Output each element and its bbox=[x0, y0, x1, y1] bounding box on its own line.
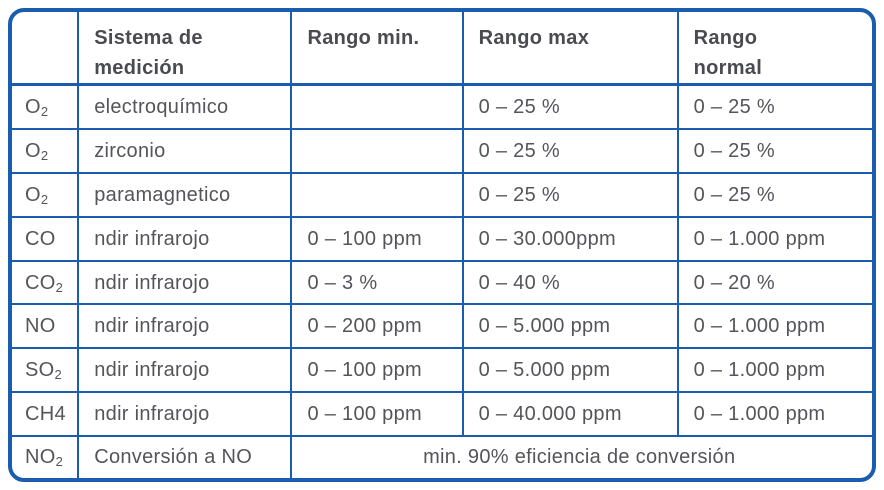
sistema-cell: ndir infrarojo bbox=[77, 215, 293, 262]
gas-subscript: 2 bbox=[55, 454, 64, 470]
table-row: O2 electroquímico 0 – 25 % 0 – 25 % bbox=[12, 83, 872, 131]
header-row: Sistema de medición Rango min. Rango max… bbox=[12, 12, 872, 86]
gas-label: NO bbox=[25, 315, 56, 338]
rango-normal-cell: 0 – 25 % bbox=[676, 128, 872, 174]
gas-subscript: 2 bbox=[54, 367, 63, 383]
sistema-cell: ndir infrarojo bbox=[77, 347, 293, 394]
rango-max-cell: 0 – 40.000 ppm bbox=[461, 391, 679, 437]
sistema-cell: paramagnetico bbox=[77, 171, 293, 218]
sistema-cell: ndir infrarojo bbox=[77, 391, 293, 437]
gas-label: SO bbox=[25, 359, 55, 382]
rango-min-cell: 0 – 200 ppm bbox=[290, 303, 464, 350]
gas-subscript: 2 bbox=[40, 104, 49, 120]
sistema-cell: electroquímico bbox=[77, 83, 293, 131]
header-rango-normal: Rango normal bbox=[676, 12, 872, 86]
rango-max-cell: 0 – 25 % bbox=[461, 83, 679, 131]
gas-subscript: 2 bbox=[40, 148, 49, 164]
rango-normal-cell: 0 – 20 % bbox=[676, 259, 872, 306]
rango-max-cell: 0 – 40 % bbox=[461, 259, 679, 306]
rango-max-cell: 0 – 25 % bbox=[461, 171, 679, 218]
table-row: CO ndir infrarojo 0 – 100 ppm 0 – 30.000… bbox=[12, 215, 872, 262]
rango-max-cell: 0 – 25 % bbox=[461, 128, 679, 174]
rango-max-cell: 0 – 5.000 ppm bbox=[461, 347, 679, 394]
gas-cell: O2 bbox=[12, 83, 80, 131]
rango-min-cell bbox=[290, 128, 464, 174]
sistema-cell: ndir infrarojo bbox=[77, 303, 293, 350]
rango-normal-cell: 0 – 1.000 ppm bbox=[676, 347, 872, 394]
sistema-cell: ndir infrarojo bbox=[77, 259, 293, 306]
rango-normal-cell: 0 – 25 % bbox=[676, 171, 872, 218]
gas-label: CH4 bbox=[25, 402, 66, 425]
header-rango-min: Rango min. bbox=[290, 12, 464, 86]
table-row: SO2 ndir infrarojo 0 – 100 ppm 0 – 5.000… bbox=[12, 347, 872, 394]
gas-label: NO bbox=[25, 446, 56, 469]
header-sistema-medicion: Sistema de medición bbox=[77, 12, 293, 86]
measurement-ranges-table: Sistema de medición Rango min. Rango max… bbox=[12, 12, 872, 478]
table-row: O2 zirconio 0 – 25 % 0 – 25 % bbox=[12, 128, 872, 174]
gas-label: O bbox=[25, 140, 41, 163]
gas-cell: CH4 bbox=[12, 391, 80, 437]
rango-normal-cell: 0 – 25 % bbox=[676, 83, 872, 131]
gas-cell: O2 bbox=[12, 171, 80, 218]
rango-min-cell: 0 – 100 ppm bbox=[290, 215, 464, 262]
gas-cell: NO2 bbox=[12, 434, 80, 478]
gas-cell: CO2 bbox=[12, 259, 80, 306]
gas-cell: NO bbox=[12, 303, 80, 350]
sistema-cell: zirconio bbox=[77, 128, 293, 174]
rango-min-cell: 0 – 100 ppm bbox=[290, 391, 464, 437]
gas-cell: SO2 bbox=[12, 347, 80, 394]
gas-measurement-table: Sistema de medición Rango min. Rango max… bbox=[8, 8, 876, 482]
rango-min-cell: 0 – 3 % bbox=[290, 259, 464, 306]
gas-subscript: 2 bbox=[55, 279, 64, 295]
rango-normal-cell: 0 – 1.000 ppm bbox=[676, 215, 872, 262]
gas-label: CO bbox=[25, 271, 56, 294]
rango-min-cell: 0 – 100 ppm bbox=[290, 347, 464, 394]
rango-normal-cell: 0 – 1.000 ppm bbox=[676, 391, 872, 437]
header-rango-max: Rango max bbox=[461, 12, 679, 86]
header-gas bbox=[12, 12, 80, 86]
gas-label: O bbox=[25, 183, 41, 206]
conversion-note-cell: min. 90% eficiencia de conversión bbox=[290, 434, 872, 478]
gas-cell: O2 bbox=[12, 128, 80, 174]
rango-normal-cell: 0 – 1.000 ppm bbox=[676, 303, 872, 350]
table-row: NO2 Conversión a NO min. 90% eficiencia … bbox=[12, 434, 872, 478]
rango-min-cell bbox=[290, 171, 464, 218]
rango-max-cell: 0 – 5.000 ppm bbox=[461, 303, 679, 350]
table-row: CO2 ndir infrarojo 0 – 3 % 0 – 40 % 0 – … bbox=[12, 259, 872, 306]
table-row: NO ndir infrarojo 0 – 200 ppm 0 – 5.000 … bbox=[12, 303, 872, 350]
rango-max-cell: 0 – 30.000ppm bbox=[461, 215, 679, 262]
gas-subscript: 2 bbox=[40, 191, 49, 207]
rango-min-cell bbox=[290, 83, 464, 131]
gas-label: O bbox=[25, 96, 41, 119]
gas-label: CO bbox=[25, 227, 56, 250]
table-row: O2 paramagnetico 0 – 25 % 0 – 25 % bbox=[12, 171, 872, 218]
table-row: CH4 ndir infrarojo 0 – 100 ppm 0 – 40.00… bbox=[12, 391, 872, 437]
gas-cell: CO bbox=[12, 215, 80, 262]
sistema-cell: Conversión a NO bbox=[77, 434, 293, 478]
